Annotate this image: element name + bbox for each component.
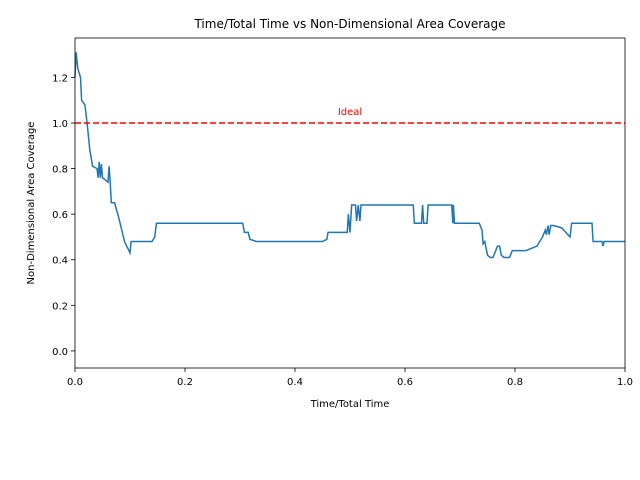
- y-tick-label: 1.2: [52, 73, 68, 84]
- x-tick-label: 1.0: [617, 377, 633, 388]
- y-tick-label: 0.2: [52, 301, 68, 312]
- x-tick-label: 0.2: [177, 377, 193, 388]
- reference-label: Ideal: [338, 107, 362, 118]
- x-axis-label: Time/Total Time: [310, 399, 390, 410]
- plot-frame: [74, 37, 626, 369]
- y-tick-label: 0.6: [52, 210, 68, 221]
- chart-title: Time/Total Time vs Non-Dimensional Area …: [193, 17, 505, 31]
- y-tick-label: 0.0: [52, 347, 68, 358]
- x-tick-label: 0.8: [507, 377, 523, 388]
- y-tick-label: 1.0: [52, 119, 68, 130]
- x-tick-label: 0.4: [287, 377, 303, 388]
- x-tick-label: 0.6: [397, 377, 413, 388]
- y-tick-label: 0.4: [52, 256, 68, 267]
- x-tick-label: 0.0: [67, 377, 83, 388]
- y-tick-label: 0.8: [52, 165, 68, 176]
- y-axis-label: Non-Dimensional Area Coverage: [26, 122, 37, 285]
- line: [74, 52, 625, 259]
